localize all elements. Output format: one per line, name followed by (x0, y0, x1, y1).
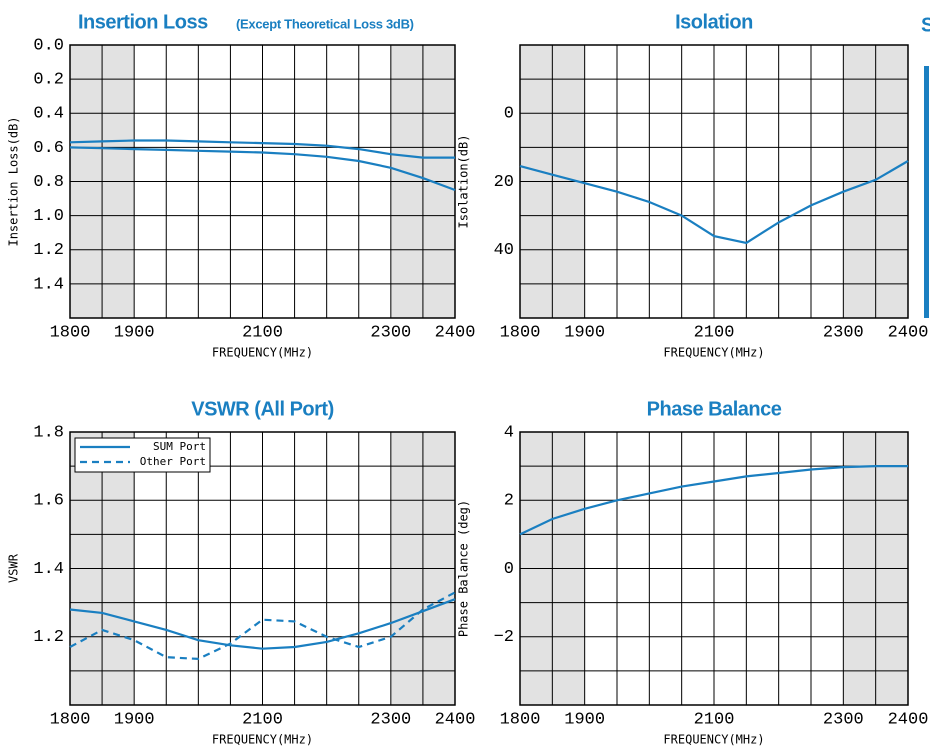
y-axis-label: VSWR (7, 553, 21, 583)
x-tick-label: 2300 (370, 323, 411, 342)
legend-label: Other Port (140, 455, 206, 468)
data-line (519, 465, 908, 536)
x-tick-label: 1800 (500, 323, 541, 342)
data-line (519, 160, 909, 245)
x-tick-label: 1800 (50, 323, 91, 342)
y-tick-label: 0.0 (33, 36, 64, 55)
x-tick-label: 1900 (114, 710, 155, 729)
y-axis-label: Isolation(dB) (457, 135, 471, 229)
x-tick-label: 1900 (564, 323, 605, 342)
y-tick-label: 1.2 (33, 628, 64, 647)
y-tick-label: 20 (494, 173, 514, 192)
chart-title: Phase Balance (647, 398, 782, 420)
y-tick-label: 0.2 (33, 71, 64, 90)
y-tick-label: 1.0 (33, 207, 64, 226)
data-line (69, 139, 455, 159)
x-tick-label: 2400 (435, 710, 476, 729)
data-line (69, 146, 456, 192)
y-tick-label: 1.2 (33, 241, 64, 260)
legend-label: SUM Port (153, 440, 206, 453)
chart-title: VSWR (All Port) (191, 398, 334, 420)
side-bar (924, 66, 929, 318)
x-axis-label: FREQUENCY(MHz) (212, 733, 313, 747)
y-tick-label: 1.4 (33, 275, 64, 294)
x-tick-label: 1900 (114, 323, 155, 342)
x-tick-label: 2400 (888, 323, 929, 342)
legend: SUM Port Other Port (74, 437, 211, 473)
y-tick-label: 0 (504, 560, 514, 579)
x-tick-label: 2400 (435, 323, 476, 342)
data-line (69, 598, 456, 650)
y-tick-label: 0 (504, 105, 514, 124)
x-tick-label: 2100 (242, 323, 283, 342)
plot-frame (69, 431, 456, 706)
legend-box (74, 437, 211, 473)
x-tick-label: 2100 (242, 710, 283, 729)
y-tick-label: 1.8 (33, 423, 64, 442)
plot-frame (69, 44, 456, 319)
x-axis-label: FREQUENCY(MHz) (212, 346, 313, 360)
x-tick-label: 1800 (50, 710, 91, 729)
x-tick-label: 2100 (694, 323, 735, 342)
x-axis-label: FREQUENCY(MHz) (663, 346, 764, 360)
x-tick-label: 1800 (500, 710, 541, 729)
y-axis-label: Phase Balance (deg) (457, 500, 471, 637)
chart-subtitle: (Except Theoretical Loss 3dB) (236, 16, 414, 31)
x-tick-label: 2300 (823, 323, 864, 342)
y-tick-label: 0.8 (33, 173, 64, 192)
data-line (69, 591, 456, 661)
y-tick-label: 0.4 (33, 105, 64, 124)
x-axis-label: FREQUENCY(MHz) (663, 733, 764, 747)
x-tick-label: 2300 (370, 710, 411, 729)
plot-frame (519, 44, 909, 319)
x-tick-label: 2300 (823, 710, 864, 729)
x-tick-label: 2400 (888, 710, 929, 729)
side-text: S (921, 14, 930, 36)
x-tick-label: 1900 (564, 710, 605, 729)
y-tick-label: 1.6 (33, 492, 64, 511)
y-tick-label: 40 (494, 241, 514, 260)
x-tick-label: 2100 (694, 710, 735, 729)
y-tick-label: 1.4 (33, 560, 64, 579)
y-tick-label: 2 (504, 492, 514, 511)
chart-title: Insertion Loss (78, 11, 208, 33)
chart-title: Isolation (675, 11, 753, 33)
y-tick-label: 0.6 (33, 139, 64, 158)
plot-frame (519, 431, 909, 706)
y-tick-label: 4 (504, 423, 514, 442)
y-axis-label: Insertion Loss(dB) (7, 116, 21, 246)
y-tick-label: −2 (494, 628, 514, 647)
